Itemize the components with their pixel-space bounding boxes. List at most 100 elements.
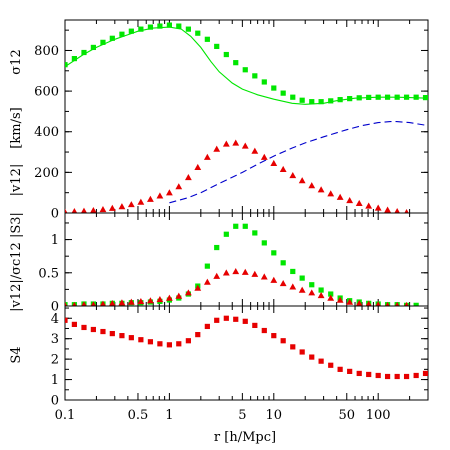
- bottom-series-0-square-point: [413, 372, 419, 379]
- middle-series-1-triangle-point: [72, 301, 77, 306]
- middle-series-1-triangle-point: [108, 299, 116, 306]
- top-series-0-square-point: [337, 97, 343, 103]
- top-series-3-triangle-point: [65, 208, 68, 213]
- middle-series-1-triangle-point: [317, 291, 325, 299]
- top-series-0-square-point: [166, 22, 172, 28]
- top-ytick-label: 0: [51, 207, 59, 222]
- panel-bottom: 0 1 2 3 4: [51, 305, 429, 409]
- top-series-3-triangle-point: [99, 205, 107, 213]
- top-series-0-square-point: [100, 39, 106, 45]
- middle-series-1-triangle-point: [65, 301, 68, 306]
- top-series-3-triangle-point: [222, 140, 230, 147]
- top-series-3-triangle-point: [346, 197, 354, 204]
- top-series-3-triangle-point: [404, 208, 409, 213]
- middle-series-0-square-point: [290, 268, 296, 275]
- bottom-series-0-square-point: [166, 342, 172, 348]
- top-ylabel-unit: [km/s]: [9, 107, 24, 148]
- top-series-0-square-point: [185, 26, 191, 32]
- middle-series-0-square-point: [413, 302, 419, 306]
- bottom-series-0-square-point: [233, 316, 239, 322]
- x-tick-label: 50: [338, 408, 355, 423]
- top-ytick-label: 200: [34, 166, 59, 181]
- middle-series-1-triangle-point: [394, 301, 400, 306]
- panel-top: 0 200 400 600 800: [34, 19, 429, 222]
- middle-series-1-triangle-point: [213, 272, 221, 279]
- top-series-3-triangle-point: [289, 172, 297, 179]
- top-series-3-triangle-point: [270, 159, 278, 166]
- bottom-series-0-square-point: [375, 372, 381, 379]
- bottom-series-0-square-point: [81, 324, 87, 331]
- bottom-series-0-square-point: [261, 327, 267, 334]
- top-series-3-triangle-point: [241, 142, 249, 149]
- top-series-3-triangle-point: [355, 199, 363, 206]
- bottom-series-0-square-point: [65, 317, 68, 323]
- middle-series-1-triangle-point: [137, 297, 145, 305]
- top-series-0-square-point: [65, 62, 68, 68]
- bottom-series-0-square-point: [252, 322, 258, 329]
- middle-series-1-triangle-point: [118, 299, 126, 306]
- top-series-3-triangle-point: [365, 202, 373, 209]
- panel-middle: 00.51: [38, 212, 429, 315]
- middle-series-0-square-point: [214, 244, 220, 251]
- middle-series-1-triangle-point: [365, 300, 372, 306]
- top-series-0-square-point: [328, 98, 334, 104]
- top-series-3-triangle-point: [184, 174, 192, 181]
- middle-series-0-square-point: [204, 263, 210, 269]
- bottom-series-0-square-point: [100, 328, 106, 335]
- middle-series-1-triangle-point: [99, 300, 106, 306]
- middle-series-1-triangle-point: [279, 280, 287, 287]
- bottom-series-0-square-point: [271, 333, 277, 339]
- bottom-series-0-square-point: [71, 321, 77, 327]
- bottom-series-0-square-point: [223, 315, 229, 321]
- top-series-3-triangle-point: [336, 193, 344, 200]
- top-series-0-square-point: [90, 44, 96, 51]
- bottom-series-0-square-point: [119, 333, 125, 339]
- top-series-0-square-point: [223, 51, 229, 58]
- top-series-3-triangle-point: [213, 145, 221, 152]
- top-series-0-square-point: [214, 43, 220, 50]
- middle-series-1-triangle-point: [346, 298, 354, 305]
- bottom-series-0-square-point: [309, 354, 315, 360]
- middle-series-1-triangle-point: [165, 294, 173, 301]
- middle-series-1-triangle-point: [260, 273, 268, 280]
- top-series-3-triangle-point: [317, 186, 325, 193]
- bottom-series-0-square-point: [384, 373, 391, 380]
- middle-series-1-triangle-point: [289, 283, 297, 290]
- middle-series-1-triangle-point: [404, 301, 409, 306]
- x-tick-label: 10: [266, 408, 283, 423]
- bottom-series-0-square-point: [422, 370, 428, 377]
- top-series-3-triangle-point: [232, 139, 240, 146]
- middle-data: [65, 223, 419, 306]
- bottom-series-0-square-point: [147, 339, 154, 345]
- top-frame: [64, 19, 429, 214]
- bottom-ytick-label: 1: [51, 373, 59, 388]
- bottom-series-0-square-point: [109, 330, 115, 337]
- bottom-series-0-square-point: [195, 332, 201, 338]
- top-series-3-triangle-point: [147, 195, 154, 202]
- middle-series-0-square-point: [233, 223, 239, 229]
- middle-series-1-triangle-point: [184, 289, 192, 296]
- middle-series-1-triangle-point: [375, 301, 381, 306]
- top-series-0-square-point: [81, 49, 87, 56]
- top-ylabel-upper: σ12: [9, 49, 24, 74]
- top-series-3-triangle-point: [156, 192, 164, 199]
- middle-series-1-triangle-point: [336, 296, 344, 303]
- top-series-3-triangle-point: [127, 201, 135, 208]
- middle-series-1-triangle-point: [308, 289, 316, 296]
- top-ylabel-lower: |v12|: [9, 164, 24, 197]
- top-series-0-square-point: [128, 28, 134, 34]
- top-series-3-triangle-point: [71, 207, 78, 213]
- top-series-3-triangle-point: [308, 182, 316, 189]
- top-series-0-square-point: [261, 79, 267, 85]
- middle-ytick-label: 0: [51, 300, 59, 315]
- top-series-3-triangle-point: [90, 206, 97, 213]
- bottom-series-0-square-point: [403, 373, 410, 380]
- middle-series-1-triangle-point: [147, 297, 154, 304]
- top-series-3-triangle-point: [384, 206, 391, 213]
- x-tick-label: 0.5: [128, 408, 149, 423]
- bottom-series-0-square-point: [356, 370, 362, 377]
- middle-series-1-triangle-point: [81, 301, 87, 306]
- x-tick-label: 5: [238, 408, 246, 423]
- middle-series-1-triangle-point: [90, 301, 97, 306]
